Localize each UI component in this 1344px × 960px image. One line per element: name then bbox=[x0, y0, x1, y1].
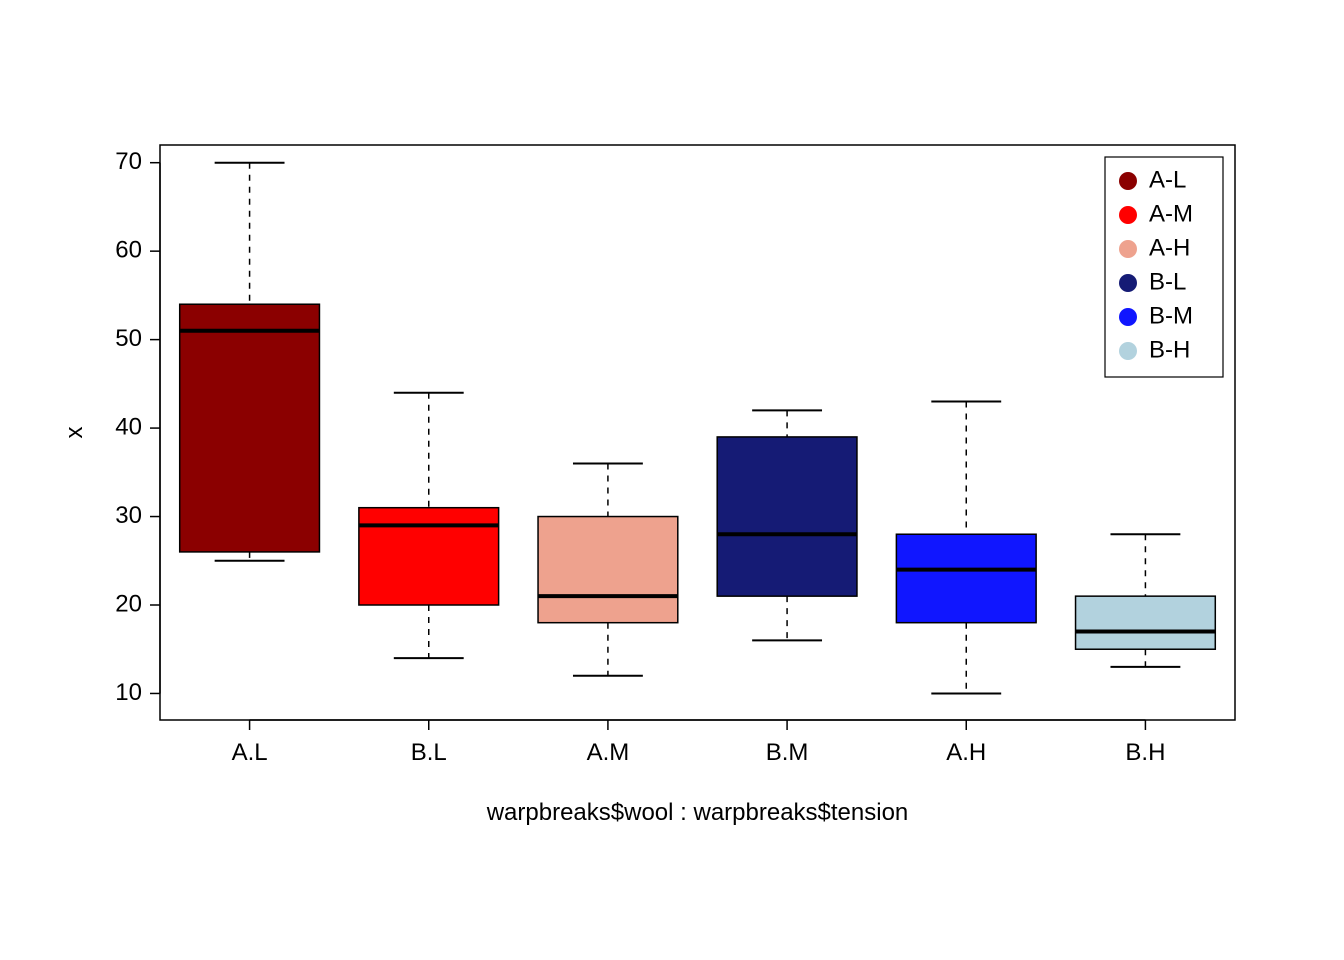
legend-marker bbox=[1119, 240, 1137, 258]
legend-marker bbox=[1119, 274, 1137, 292]
legend-marker bbox=[1119, 308, 1137, 326]
box bbox=[1076, 596, 1216, 649]
y-tick-label: 20 bbox=[115, 590, 142, 617]
x-tick-label: A.L bbox=[232, 739, 268, 766]
x-tick-label: B.M bbox=[766, 739, 809, 766]
box bbox=[896, 534, 1036, 622]
box bbox=[538, 517, 678, 623]
x-tick-label: B.H bbox=[1125, 739, 1165, 766]
boxplot-B.H bbox=[1076, 534, 1216, 667]
boxplot-B.M bbox=[717, 410, 857, 640]
x-tick-label: A.H bbox=[946, 739, 986, 766]
legend-label: B-M bbox=[1149, 302, 1193, 329]
legend-label: A-L bbox=[1149, 166, 1186, 193]
legend-label: A-H bbox=[1149, 234, 1190, 261]
legend-marker bbox=[1119, 206, 1137, 224]
legend-label: B-L bbox=[1149, 268, 1186, 295]
legend-label: A-M bbox=[1149, 200, 1193, 227]
y-tick-label: 60 bbox=[115, 236, 142, 263]
y-tick-label: 50 bbox=[115, 325, 142, 352]
boxplot-chart: 10 20 30 40 50 60 70 x A.L B.L A.M B.M A.H B.H warpbre… bbox=[0, 0, 1344, 960]
legend: A-L A-M A-H B-L B-M B-H bbox=[1105, 157, 1223, 377]
box bbox=[359, 508, 499, 605]
y-axis-label: x bbox=[61, 427, 88, 439]
legend-marker bbox=[1119, 342, 1137, 360]
boxplot-A.M bbox=[538, 463, 678, 675]
x-tick-label: A.M bbox=[587, 739, 630, 766]
y-tick-label: 70 bbox=[115, 148, 142, 175]
box bbox=[180, 304, 320, 552]
legend-label: B-H bbox=[1149, 336, 1190, 363]
plot-frame bbox=[160, 145, 1235, 720]
x-tick-label: B.L bbox=[411, 739, 447, 766]
boxplot-B.L bbox=[359, 393, 499, 658]
boxplot-A.L bbox=[180, 163, 320, 561]
x-axis-label: warpbreaks$wool : warpbreaks$tension bbox=[486, 799, 909, 826]
box bbox=[717, 437, 857, 596]
y-tick-label: 30 bbox=[115, 502, 142, 529]
y-tick-label: 10 bbox=[115, 679, 142, 706]
boxplot-A.H bbox=[896, 402, 1036, 694]
y-tick-label: 40 bbox=[115, 413, 142, 440]
legend-marker bbox=[1119, 172, 1137, 190]
